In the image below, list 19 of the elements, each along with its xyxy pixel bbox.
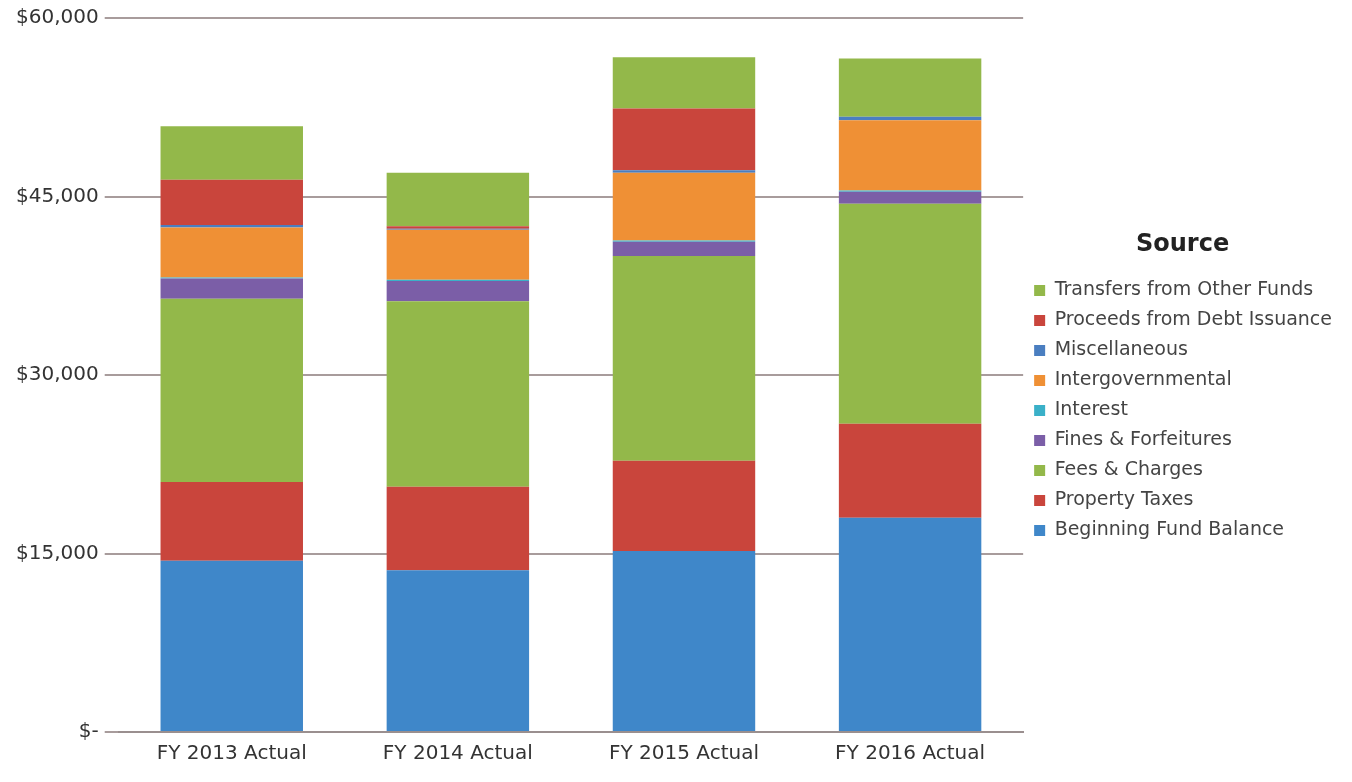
legend-label: Transfers from Other Funds bbox=[1053, 277, 1314, 300]
legend-title: Source bbox=[1135, 229, 1230, 258]
y-tick-label: $30,000 bbox=[15, 361, 99, 386]
y-tick-label: $60,000 bbox=[15, 4, 99, 29]
x-tick-label: FY 2014 Actual bbox=[382, 740, 533, 765]
legend-label: Interest bbox=[1054, 397, 1128, 420]
legend-label: Intergovernmental bbox=[1054, 367, 1232, 390]
legend-label: Proceeds from Debt Issuance bbox=[1054, 307, 1332, 330]
legend-label: Fines & Forfeitures bbox=[1054, 427, 1232, 450]
legend-label: Beginning Fund Balance bbox=[1054, 517, 1285, 540]
x-tick-label: FY 2016 Actual bbox=[835, 740, 986, 765]
legend-label: Property Taxes bbox=[1054, 487, 1194, 510]
legend-label: Miscellaneous bbox=[1054, 337, 1188, 360]
legend-label: Fees & Charges bbox=[1054, 457, 1203, 480]
x-tick-label: FY 2013 Actual bbox=[156, 740, 307, 765]
y-tick-label: $45,000 bbox=[15, 182, 99, 207]
y-tick-label: $15,000 bbox=[15, 539, 99, 564]
y-tick-label: $- bbox=[78, 718, 99, 743]
x-tick-label: FY 2015 Actual bbox=[608, 740, 759, 765]
